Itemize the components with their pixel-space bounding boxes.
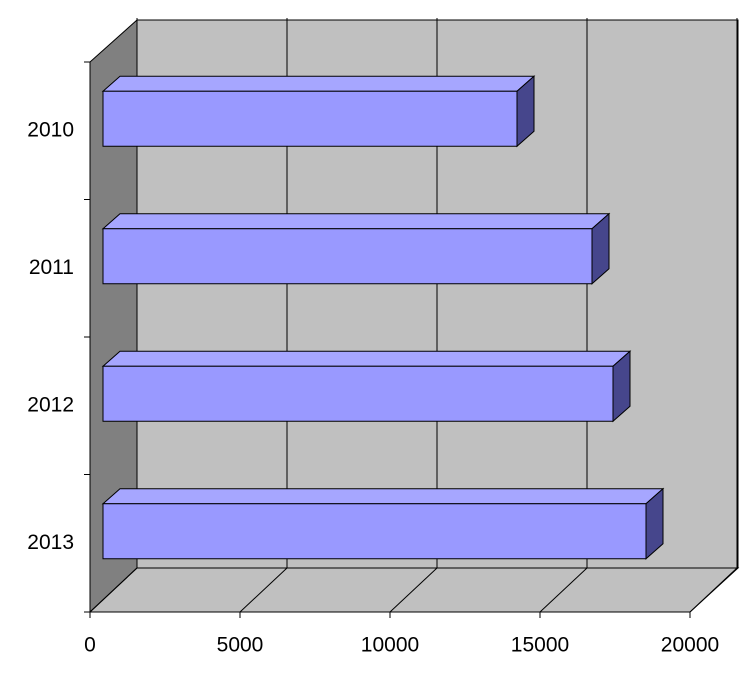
y-tick-label: 2011 bbox=[29, 256, 74, 279]
x-tick-label: 0 bbox=[84, 634, 96, 657]
floor-grid-line bbox=[89, 567, 138, 613]
floor-grid-line bbox=[239, 567, 288, 613]
x-tick-label: 15000 bbox=[511, 634, 569, 657]
bar-top bbox=[101, 213, 611, 230]
floor-grid-line bbox=[389, 567, 438, 613]
x-tick-label: 20000 bbox=[661, 634, 719, 657]
bar bbox=[102, 503, 647, 560]
bar bbox=[102, 365, 614, 422]
bar-top bbox=[101, 488, 665, 505]
bar-top bbox=[101, 350, 632, 367]
bar bbox=[102, 228, 593, 285]
y-tick-label: 2013 bbox=[27, 531, 74, 554]
x-tick-label: 10000 bbox=[361, 634, 419, 657]
x-tick-label: 5000 bbox=[217, 634, 264, 657]
y-tick-label: 2012 bbox=[27, 393, 74, 416]
y-tick-label: 2010 bbox=[27, 118, 74, 141]
bar bbox=[102, 90, 518, 147]
floor-grid-line bbox=[689, 567, 738, 613]
bar-top bbox=[101, 75, 536, 92]
floor-grid-line bbox=[539, 567, 588, 613]
